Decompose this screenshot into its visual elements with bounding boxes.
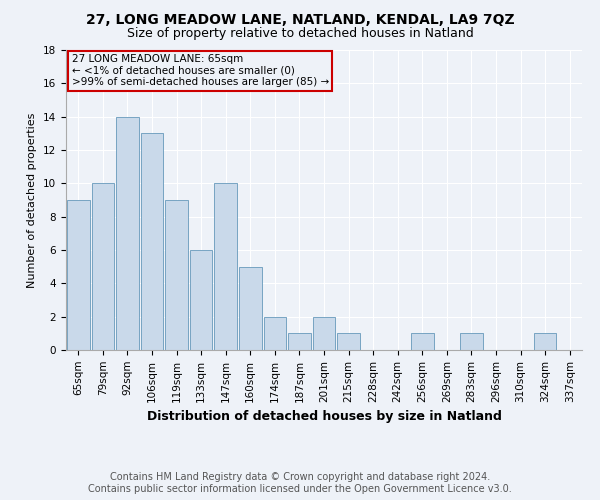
Bar (140, 134, 163, 350)
Bar (190, 250, 212, 350)
Text: Size of property relative to detached houses in Natland: Size of property relative to detached ho… (127, 28, 473, 40)
Bar (288, 334, 311, 350)
Bar (116, 116, 139, 350)
Bar (239, 266, 262, 350)
Bar (67, 200, 89, 350)
Text: 27, LONG MEADOW LANE, NATLAND, KENDAL, LA9 7QZ: 27, LONG MEADOW LANE, NATLAND, KENDAL, L… (86, 12, 514, 26)
Bar (214, 184, 237, 350)
Bar (337, 334, 360, 350)
Bar (165, 200, 188, 350)
X-axis label: Distribution of detached houses by size in Natland: Distribution of detached houses by size … (146, 410, 502, 423)
Bar (411, 334, 434, 350)
Bar (92, 184, 114, 350)
Text: Contains HM Land Registry data © Crown copyright and database right 2024.
Contai: Contains HM Land Registry data © Crown c… (88, 472, 512, 494)
Bar (534, 334, 556, 350)
Y-axis label: Number of detached properties: Number of detached properties (28, 112, 37, 288)
Bar (263, 316, 286, 350)
Text: 27 LONG MEADOW LANE: 65sqm
← <1% of detached houses are smaller (0)
>99% of semi: 27 LONG MEADOW LANE: 65sqm ← <1% of deta… (71, 54, 329, 88)
Bar (460, 334, 483, 350)
Bar (313, 316, 335, 350)
